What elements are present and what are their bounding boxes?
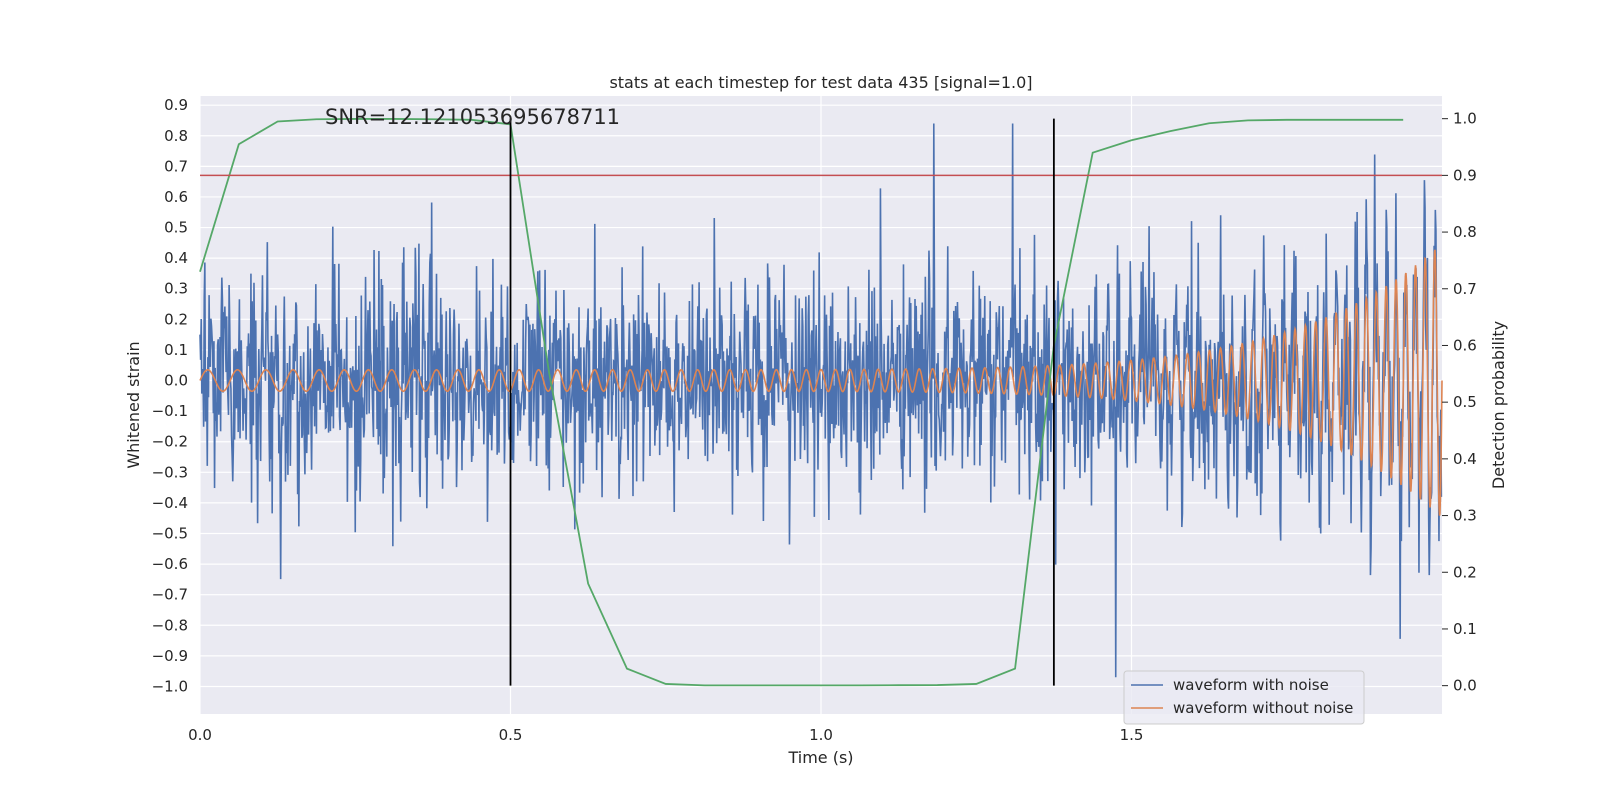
y-tick-left: 0.6 — [164, 188, 188, 206]
x-tick: 0.0 — [188, 726, 212, 744]
y-tick-right: 0.2 — [1453, 563, 1477, 581]
legend-label-clean: waveform without noise — [1173, 699, 1353, 717]
y-tick-right: 0.4 — [1453, 450, 1477, 468]
x-axis-ticks: 0.0 0.5 1.0 1.5 — [188, 726, 1143, 744]
y-axis-title-left: Whitened strain — [124, 341, 143, 468]
y-tick-left: 0.4 — [164, 249, 188, 267]
y-tick-left: 0.9 — [164, 96, 188, 114]
snr-annotation: SNR=12.121053695678711 — [325, 105, 620, 129]
y-tick-left: −0.2 — [152, 433, 188, 451]
x-tick: 0.5 — [499, 726, 523, 744]
y-tick-right: 0.6 — [1453, 336, 1477, 354]
y-tick-left: −0.6 — [152, 555, 188, 573]
y-tick-left: 0.8 — [164, 127, 188, 145]
series-waveform-without-noise — [199, 249, 1443, 516]
legend-box — [1123, 670, 1365, 725]
legend: waveform with noise waveform without noi… — [1123, 670, 1365, 725]
y-tick-left: −0.4 — [152, 494, 188, 512]
y-tick-right: 0.5 — [1453, 393, 1477, 411]
x-tick: 1.0 — [809, 726, 833, 744]
y-tick-left: −0.9 — [152, 647, 188, 665]
y-tick-left: 0.0 — [164, 372, 188, 390]
legend-label-noise: waveform with noise — [1173, 676, 1329, 694]
series-detection-probability — [199, 118, 1404, 687]
y-tick-left: −0.3 — [152, 463, 188, 481]
y-tick-right: 1.0 — [1453, 110, 1477, 128]
x-axis-title: Time (s) — [787, 748, 853, 767]
y-tick-left: 0.2 — [164, 310, 188, 328]
y-tick-left: −0.5 — [152, 524, 188, 542]
y-tick-left: 0.7 — [164, 157, 188, 175]
left-axis-ticks: 0.9 0.8 0.7 0.6 0.5 0.4 0.3 0.2 0.1 0.0 −0.1 −0.2 −0… — [152, 96, 188, 695]
x-tick: 1.5 — [1120, 726, 1144, 744]
y-tick-left: −0.7 — [152, 586, 188, 604]
y-tick-left: −1.0 — [152, 677, 188, 695]
y-tick-left: 0.1 — [164, 341, 188, 359]
y-tick-left: 0.5 — [164, 219, 188, 237]
series-layer — [199, 118, 1443, 687]
chart-title: stats at each timestep for test data 435… — [609, 73, 1032, 92]
y-tick-left: −0.1 — [152, 402, 188, 420]
right-axis-ticks: 1.0 0.9 0.8 0.7 0.6 0.5 0.4 0.3 0.2 0.1 0.0 — [1442, 110, 1477, 695]
y-tick-right: 0.7 — [1453, 280, 1477, 298]
y-tick-right: 0.0 — [1453, 677, 1477, 695]
y-tick-left: 0.3 — [164, 280, 188, 298]
series-waveform-with-noise — [199, 123, 1443, 678]
y-tick-right: 0.9 — [1453, 166, 1477, 184]
y-tick-right: 0.1 — [1453, 620, 1477, 638]
markers — [200, 118, 1442, 686]
y-tick-right: 0.8 — [1453, 223, 1477, 241]
y-tick-left: −0.8 — [152, 616, 188, 634]
y-axis-title-right: Detection probability — [1489, 321, 1508, 489]
y-tick-right: 0.3 — [1453, 507, 1477, 525]
